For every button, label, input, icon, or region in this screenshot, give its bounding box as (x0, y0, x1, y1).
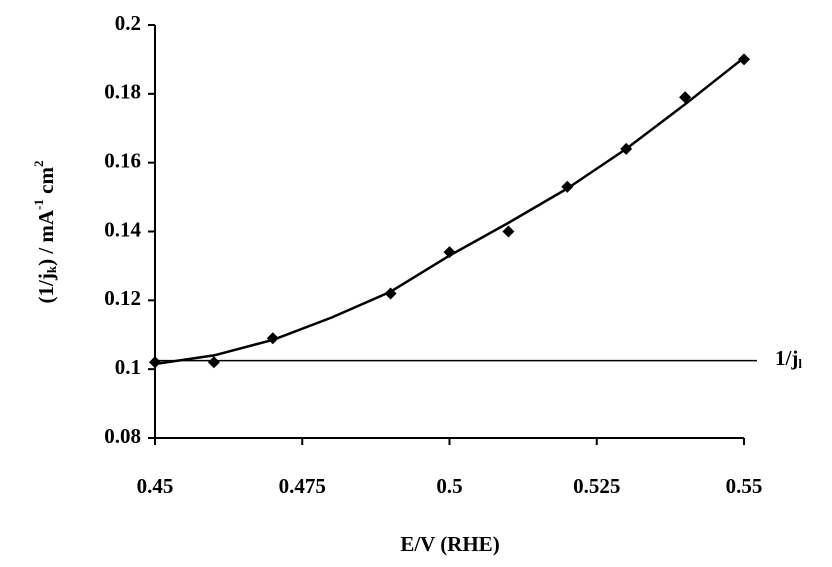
x-axis-label: E/V (RHE) (400, 532, 499, 556)
y-tick-label: 0.2 (115, 11, 141, 35)
x-tick-label: 0.475 (279, 474, 326, 498)
x-tick-label: 0.525 (573, 474, 620, 498)
label-part: 2 (31, 161, 46, 168)
data-point (738, 53, 750, 66)
label-part: k (44, 265, 59, 273)
data-point (679, 91, 692, 104)
label-part: (1/j (34, 273, 58, 303)
data-point (266, 332, 279, 345)
y-tick-label: 0.16 (104, 148, 141, 172)
data-point (207, 356, 220, 369)
y-tick-label: 0.14 (104, 217, 141, 241)
y-tick-label: 0.08 (104, 424, 141, 448)
y-tick-label: 0.18 (104, 80, 141, 104)
label-part: ) / mA (34, 209, 58, 266)
data-point (443, 246, 456, 259)
data-point (620, 142, 633, 155)
y-axis-label: (1/jk) / mA-1 cm2 (31, 161, 58, 304)
reference-label: 1/jl (775, 346, 802, 371)
data-point (384, 287, 397, 300)
fit-curve (154, 56, 745, 366)
x-tick-label: 0.5 (436, 474, 462, 498)
label-part: l (798, 356, 802, 371)
data-point (561, 180, 574, 193)
label-part: cm (34, 167, 58, 200)
data-point (149, 356, 161, 369)
label-part: 1/j (775, 346, 798, 370)
label-part: -1 (31, 199, 46, 210)
x-tick-label: 0.55 (726, 474, 763, 498)
y-tick-label: 0.1 (115, 355, 141, 379)
x-tick-label: 0.45 (137, 474, 174, 498)
data-point (502, 225, 515, 238)
y-tick-label: 0.12 (104, 286, 141, 310)
